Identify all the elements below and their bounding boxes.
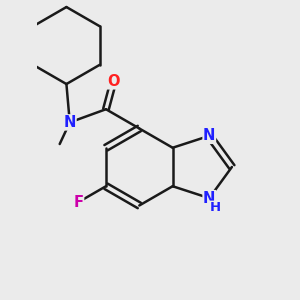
Text: N: N	[203, 128, 215, 143]
Text: N: N	[64, 115, 76, 130]
Text: H: H	[209, 201, 220, 214]
Text: F: F	[74, 194, 84, 209]
Text: N: N	[203, 190, 215, 206]
Text: O: O	[107, 74, 120, 89]
